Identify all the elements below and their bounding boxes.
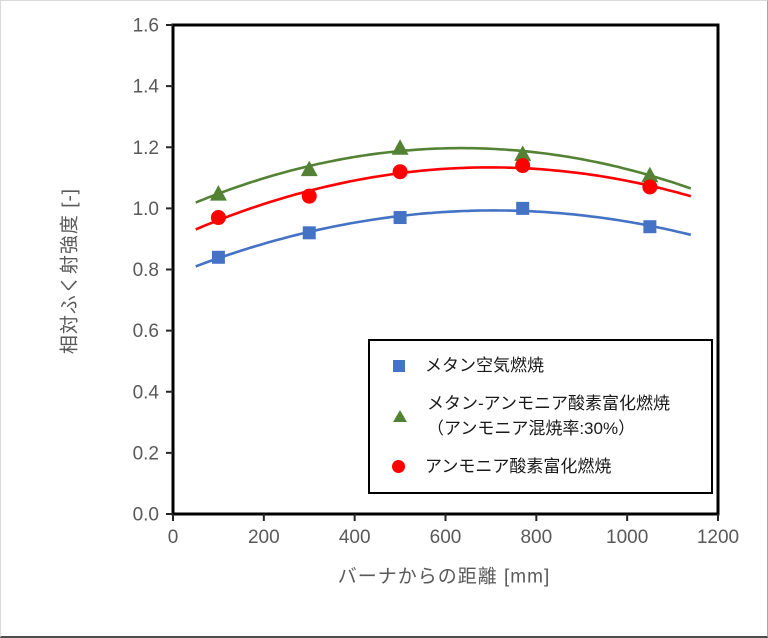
data-point-triangle [391,139,409,155]
data-point-triangle [300,160,318,177]
series-curve-2 [195,166,692,231]
y-tick-label: 1.2 [133,138,159,159]
x-axis-title: バーナからの距離 [mm] [337,566,551,588]
y-tick-label: 1.0 [133,199,159,220]
circle-marker-icon [392,460,405,473]
x-tick-label: 1000 [606,527,648,548]
y-tick-label: 0.6 [133,321,159,342]
square-marker-icon [393,359,405,372]
series-curve-1 [195,146,692,204]
data-point-square [643,220,657,234]
legend-box: メタン空気燃焼 メタン-アンモニア酸素富化燃焼 （アンモニア混焼率:30%） アン… [368,339,713,494]
data-point-square [302,226,316,240]
x-tick-label: 1200 [697,527,739,548]
data-point-circle [210,210,226,226]
x-tick-label: 600 [430,527,462,548]
data-point-triangle [209,185,227,201]
data-point-circle [392,164,408,180]
y-tick-label: 1.6 [133,16,159,37]
y-tick-label: 0.2 [133,443,159,464]
legend-label-line1: メタン-アンモニア酸素富化燃焼 [427,394,670,413]
data-point-square [516,201,530,215]
y-tick-label: 1.4 [133,77,160,98]
series-curve-0 [195,209,692,268]
legend-item-methane-ammonia-oxygen: メタン-アンモニア酸素富化燃焼 （アンモニア混焼率:30%） [386,391,703,441]
y-axis-title: 相対ふく射強度 [-] [59,187,81,355]
data-point-triangle [514,145,532,161]
x-tick-label: 400 [339,527,371,548]
legend-label-methane-air: メタン空気燃焼 [425,356,544,375]
data-point-circle [515,158,531,174]
data-point-circle [301,188,317,204]
legend-label-ammonia-oxygen: アンモニア酸素富化燃焼 [425,457,612,476]
data-point-square [393,211,407,225]
x-tick-label: 800 [520,527,552,548]
x-tick-label: 200 [248,527,280,548]
data-point-triangle [641,166,659,183]
legend-label-line2: （アンモニア混焼率:30%） [427,419,636,438]
y-tick-label: 0.4 [133,382,160,403]
triangle-marker-icon [393,410,407,422]
data-point-square [211,250,225,264]
y-tick-label: 0.8 [133,260,159,281]
data-point-circle [642,179,658,195]
legend-label-methane-ammonia-oxygen: メタン-アンモニア酸素富化燃焼 （アンモニア混焼率:30%） [427,391,670,441]
legend-item-methane-air: メタン空気燃焼 [386,353,703,378]
y-tick-label: 0.0 [133,505,159,526]
x-tick-label: 0 [168,527,179,548]
legend-item-ammonia-oxygen: アンモニア酸素富化燃焼 [386,454,703,479]
